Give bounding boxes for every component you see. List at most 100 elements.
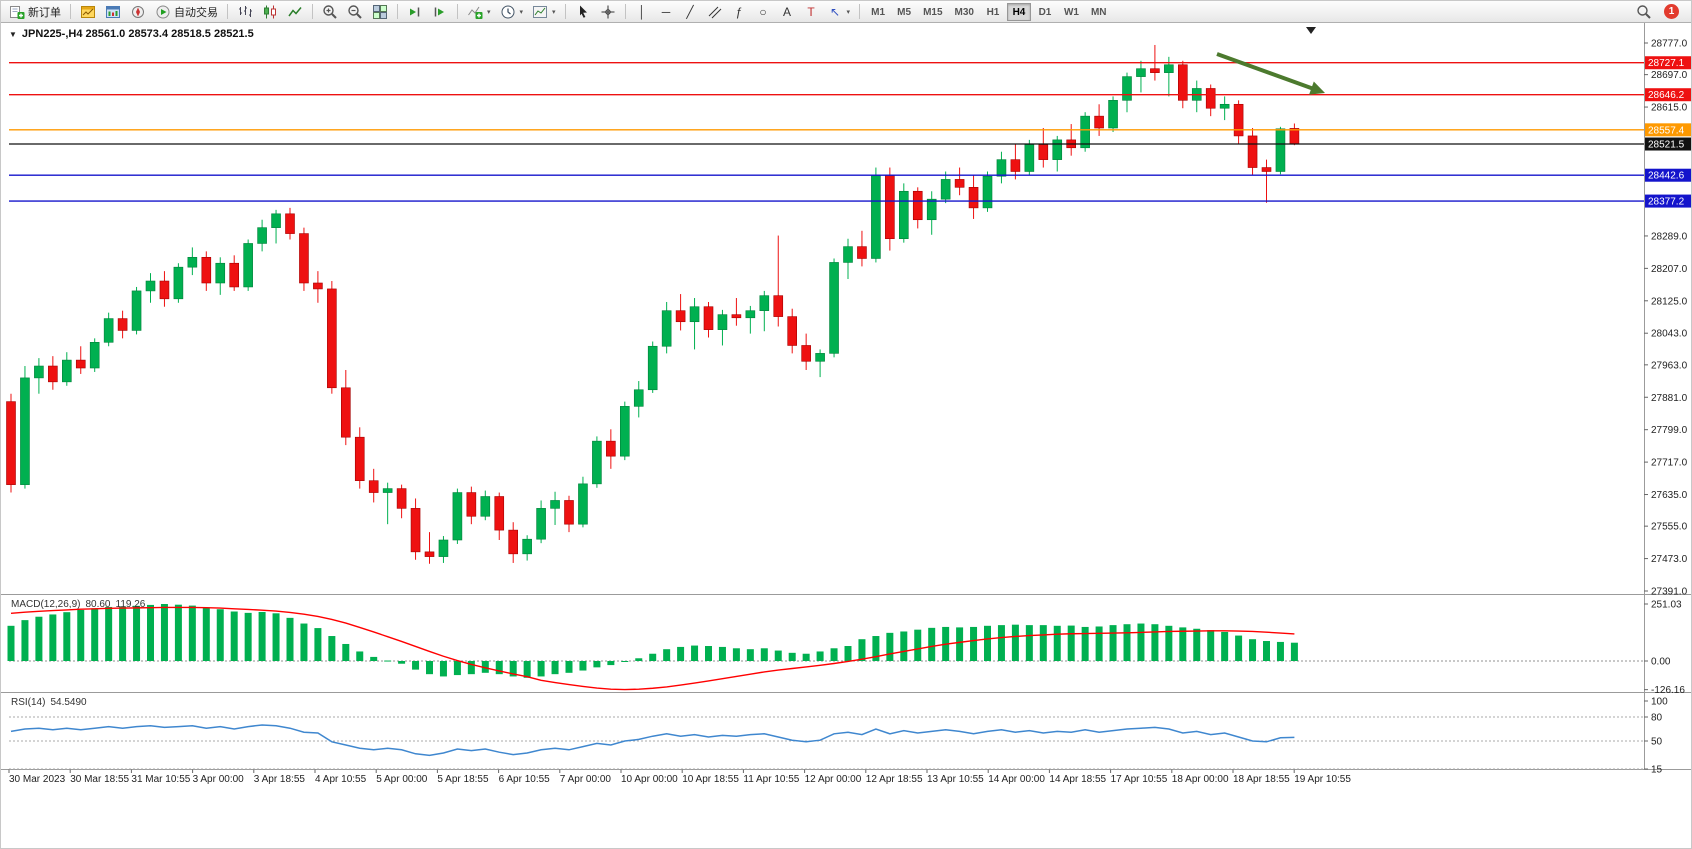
timeframe-m1-button[interactable]: M1 xyxy=(866,3,890,21)
macd-signal-value: 119.26 xyxy=(115,599,146,610)
channel-tool-button[interactable] xyxy=(703,2,727,22)
auto-trading-label: 自动交易 xyxy=(174,6,218,19)
svg-text:3 Apr 18:55: 3 Apr 18:55 xyxy=(254,774,306,785)
auto-trading-button[interactable]: 自动交易 xyxy=(151,2,222,22)
svg-text:27391.0: 27391.0 xyxy=(1651,586,1688,597)
main-toolbar: 新订单 xyxy=(1,1,1691,23)
shapes-tool-button[interactable]: ○ xyxy=(752,2,775,22)
templates-button[interactable]: ▾ xyxy=(528,2,560,22)
bar-chart-icon xyxy=(239,5,252,17)
navigator-icon xyxy=(132,5,144,18)
svg-text:28615.0: 28615.0 xyxy=(1651,103,1688,114)
arrows-tool-button[interactable]: ↖ ▾ xyxy=(824,2,855,22)
toolbar-right-group: 1 xyxy=(1632,2,1687,22)
svg-text:13 Apr 10:55: 13 Apr 10:55 xyxy=(927,774,984,785)
search-button[interactable] xyxy=(1632,2,1656,22)
level-price-label[interactable]: 28442.6 xyxy=(1645,168,1692,182)
svg-text:28043.0: 28043.0 xyxy=(1651,329,1688,340)
zoom-out-button[interactable] xyxy=(343,2,367,22)
timeframe-m30-button[interactable]: M30 xyxy=(950,3,979,21)
text-tool-button[interactable]: A xyxy=(776,2,799,22)
trendline-tool-button[interactable]: ╱ xyxy=(679,2,702,22)
svg-text:6 Apr 10:55: 6 Apr 10:55 xyxy=(499,774,551,785)
chart-window-button[interactable] xyxy=(76,2,100,22)
candle-chart-mode-button[interactable] xyxy=(258,2,282,22)
candlesticks xyxy=(6,44,1300,564)
notification-badge[interactable]: 1 xyxy=(1664,4,1679,19)
svg-text:28557.4: 28557.4 xyxy=(1648,125,1685,136)
crosshair-icon xyxy=(601,5,615,18)
horizontal-line-icon: ─ xyxy=(661,4,671,19)
vertical-line-tool-button[interactable]: │ xyxy=(631,2,654,22)
tile-windows-button[interactable] xyxy=(368,2,392,22)
timeframe-h4-button[interactable]: H4 xyxy=(1006,3,1031,22)
price-axis[interactable]: 28777.0 28697.0 28615.0 28289.0 28207.0 28125… xyxy=(1644,39,1692,598)
timeframe-w1-button[interactable]: W1 xyxy=(1059,3,1084,21)
chart-shift-button[interactable] xyxy=(428,2,452,22)
level-price-label[interactable]: 28377.2 xyxy=(1645,194,1692,208)
svg-text:27963.0: 27963.0 xyxy=(1651,360,1688,371)
toolbar-separator xyxy=(564,4,566,19)
timeframe-d1-button[interactable]: D1 xyxy=(1033,3,1057,21)
svg-text:5 Apr 00:00: 5 Apr 00:00 xyxy=(376,774,428,785)
svg-text:27555.0: 27555.0 xyxy=(1651,522,1688,533)
svg-text:27881.0: 27881.0 xyxy=(1651,393,1688,404)
svg-text:100: 100 xyxy=(1651,697,1668,708)
current-price-label[interactable]: 28521.5 xyxy=(1645,137,1692,151)
navigator-button[interactable] xyxy=(126,2,150,22)
line-chart-mode-button[interactable] xyxy=(283,2,307,22)
svg-text:18 Apr 00:00: 18 Apr 00:00 xyxy=(1172,774,1229,785)
time-axis[interactable]: 30 Mar 2023 30 Mar 18:55 31 Mar 10:55 3 Apr… xyxy=(8,769,1351,786)
timeframe-mn-button[interactable]: MN xyxy=(1086,3,1112,21)
oneclick-collapse-icon[interactable]: ▼ xyxy=(9,29,17,39)
svg-text:19 Apr 10:55: 19 Apr 10:55 xyxy=(1294,774,1351,785)
svg-text:11 Apr 10:55: 11 Apr 10:55 xyxy=(743,774,799,785)
svg-text:28125.0: 28125.0 xyxy=(1651,296,1688,307)
timeframe-m15-button[interactable]: M15 xyxy=(918,3,947,21)
svg-text:28207.0: 28207.0 xyxy=(1651,264,1688,275)
level-price-label[interactable]: 28727.1 xyxy=(1645,56,1692,69)
level-price-label[interactable]: 28646.2 xyxy=(1645,88,1692,102)
timeframe-m5-button[interactable]: M5 xyxy=(892,3,916,21)
svg-text:18 Apr 18:55: 18 Apr 18:55 xyxy=(1233,774,1290,785)
rsi-line xyxy=(10,724,1295,757)
svg-text:28289.0: 28289.0 xyxy=(1651,231,1688,242)
auto-scroll-button[interactable] xyxy=(403,2,427,22)
periods-button[interactable]: ▾ xyxy=(496,2,528,22)
bar-chart-mode-button[interactable] xyxy=(233,2,257,22)
horizontal-line-tool-button[interactable]: ─ xyxy=(655,2,678,22)
market-watch-button[interactable] xyxy=(101,2,125,22)
rsi-indicator-label: RSI(14) 54.5490 xyxy=(11,697,87,708)
svg-text:12 Apr 00:00: 12 Apr 00:00 xyxy=(805,774,862,785)
horizontal-level-lines[interactable] xyxy=(9,62,1644,202)
cursor-tool-button[interactable] xyxy=(571,2,595,22)
fibonacci-tool-button[interactable]: ƒ xyxy=(728,2,751,22)
new-order-button[interactable]: 新订单 xyxy=(5,2,65,22)
trend-arrow-annotation[interactable] xyxy=(1216,52,1325,95)
svg-text:27473.0: 27473.0 xyxy=(1651,554,1688,565)
svg-text:28442.6: 28442.6 xyxy=(1648,171,1685,182)
macd-name: MACD(12,26,9) xyxy=(11,599,81,610)
indicators-button[interactable]: ▾ xyxy=(463,2,495,22)
macd-indicator-label: MACD(12,26,9) 80.60 119.26 xyxy=(11,599,145,610)
timeframe-toolbar: M1 M5 M15 M30 H1 H4 D1 W1 MN xyxy=(865,2,1112,22)
zoom-in-button[interactable] xyxy=(318,2,342,22)
svg-text:3 Apr 00:00: 3 Apr 00:00 xyxy=(193,774,245,785)
macd-panel: 251.03 0.00 -126.16 xyxy=(7,599,1685,696)
toolbar-separator xyxy=(457,4,458,19)
crosshair-tool-button[interactable] xyxy=(596,2,620,22)
level-price-label[interactable]: 28557.4 xyxy=(1645,123,1692,137)
svg-text:80: 80 xyxy=(1651,713,1663,724)
chart-shift-marker[interactable] xyxy=(1306,27,1316,34)
svg-text:0.00: 0.00 xyxy=(1651,657,1671,668)
svg-text:12 Apr 18:55: 12 Apr 18:55 xyxy=(866,774,923,785)
timeframe-h1-button[interactable]: H1 xyxy=(981,3,1005,21)
svg-text:10 Apr 18:55: 10 Apr 18:55 xyxy=(682,774,739,785)
dropdown-caret-icon: ▾ xyxy=(846,8,851,16)
template-chart-icon xyxy=(533,5,548,18)
zoom-in-icon xyxy=(323,4,337,19)
label-tool-button[interactable]: T xyxy=(800,2,823,22)
svg-text:27635.0: 27635.0 xyxy=(1651,490,1688,501)
svg-text:28521.5: 28521.5 xyxy=(1648,140,1685,151)
